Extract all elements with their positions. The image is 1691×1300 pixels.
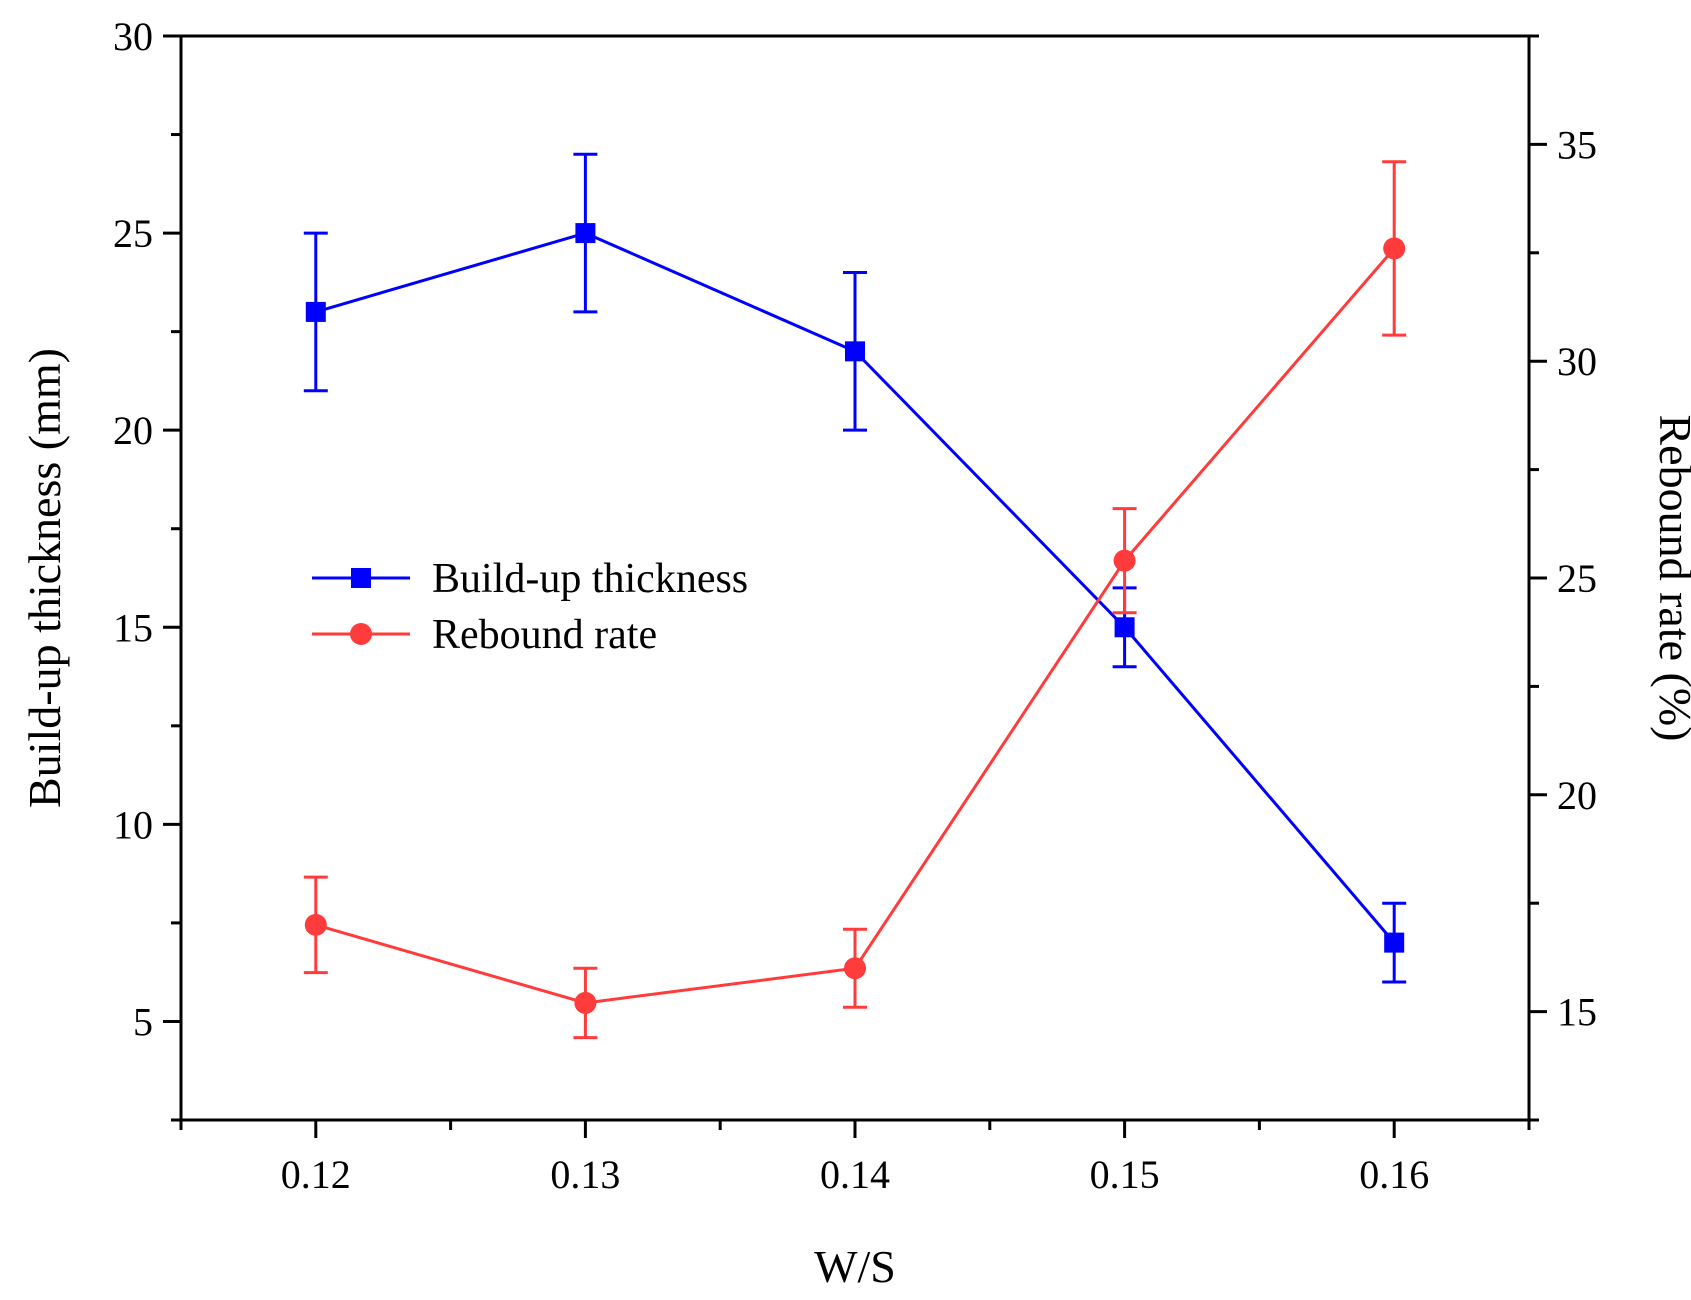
y-right-tick-label: 20: [1557, 773, 1597, 818]
series-layer: [303, 152, 1407, 1040]
y-right-tick-label: 15: [1557, 990, 1597, 1035]
axis-ticks: 0.12 0.13 0.14 0.15 0.16 5 10 15 20 25 30 15 20 25 30 3…: [113, 14, 1597, 1197]
x-tick-label: 0.16: [1359, 1152, 1429, 1197]
x-tick-label: 0.14: [820, 1152, 890, 1197]
legend-label: Build-up thickness: [432, 556, 748, 602]
series-rebound-rate: [303, 160, 1407, 1040]
x-tick-label: 0.15: [1090, 1152, 1160, 1197]
legend: Build-up thickness Rebound rate: [312, 556, 748, 658]
data-point: [1113, 549, 1136, 572]
legend-item-rebound-rate: Rebound rate: [312, 612, 657, 658]
data-point: [575, 223, 596, 244]
y-left-tick-label: 10: [113, 802, 153, 847]
data-point: [574, 991, 597, 1014]
legend-marker: [351, 568, 371, 588]
data-point: [304, 913, 327, 936]
y-right-tick-label: 30: [1557, 339, 1597, 384]
data-point: [1383, 237, 1406, 260]
data-point: [1384, 932, 1405, 953]
y-left-tick-label: 5: [133, 999, 153, 1044]
data-point: [305, 301, 326, 322]
x-tick-label: 0.13: [550, 1152, 620, 1197]
data-point: [845, 341, 865, 362]
data-point: [1114, 617, 1135, 638]
x-tick-label: 0.12: [281, 1152, 351, 1197]
x-axis-title: W/S: [814, 1241, 896, 1292]
y-axis-left-title: Build-up thickness (mm): [19, 348, 70, 808]
legend-item-build-up-thickness: Build-up thickness: [312, 556, 748, 602]
y-left-tick-label: 30: [113, 14, 153, 59]
y-left-tick-label: 15: [113, 605, 153, 650]
data-point: [844, 957, 866, 980]
y-left-tick-label: 20: [113, 408, 153, 453]
y-axis-right-title: Rebound rate (%): [1650, 415, 1691, 742]
legend-marker: [350, 623, 372, 645]
legend-label: Rebound rate: [432, 612, 657, 658]
y-left-tick-label: 25: [113, 211, 153, 256]
y-right-tick-label: 25: [1557, 556, 1597, 601]
y-right-tick-label: 35: [1557, 122, 1597, 167]
